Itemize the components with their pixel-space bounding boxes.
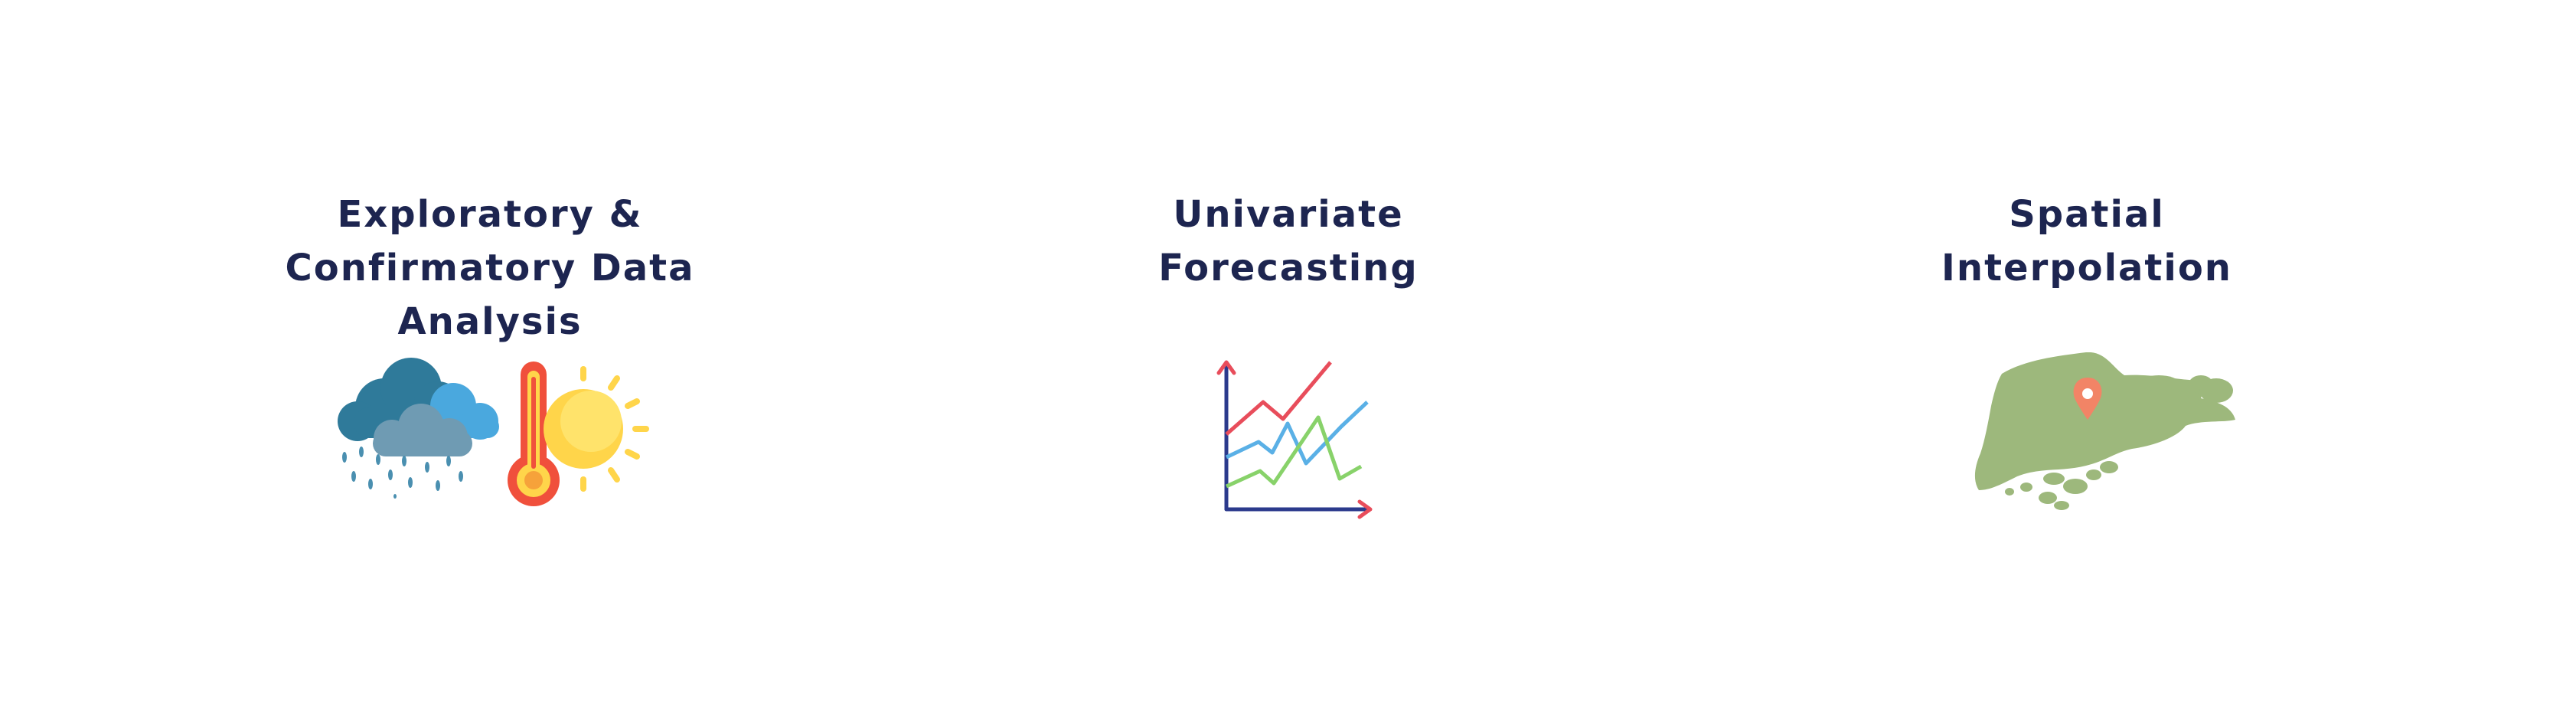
cloud-icon (338, 358, 499, 456)
title-line: Univariate (1173, 193, 1404, 236)
rain-icon (342, 447, 463, 499)
title-line: Interpolation (1941, 247, 2232, 290)
weather-icon (331, 354, 660, 519)
feature-title-forecasting: Univariate Forecasting (1158, 188, 1418, 295)
title-line: Confirmatory Data (285, 247, 695, 290)
feature-title-spatial: Spatial Interpolation (1941, 188, 2232, 295)
blue-series-line (1225, 401, 1369, 466)
line-chart-icon (1216, 356, 1376, 528)
chart-axes (1224, 363, 1371, 512)
x-arrow-icon (1357, 499, 1373, 519)
thermometer-icon (508, 362, 560, 506)
green-series-line (1225, 415, 1363, 489)
feature-eda: Exploratory & Confirmatory Data Analysis (222, 188, 758, 348)
title-line: Spatial (2009, 193, 2165, 236)
map-shape (1974, 352, 2235, 510)
feature-forecasting: Univariate Forecasting (1020, 188, 1556, 295)
title-line: Exploratory & (337, 193, 643, 236)
y-arrow-icon (1216, 360, 1236, 375)
singapore-map-icon (1971, 352, 2247, 521)
feature-spatial: Spatial Interpolation (1819, 188, 2355, 295)
red-series-line (1225, 361, 1332, 436)
title-line: Analysis (397, 300, 583, 343)
feature-title-eda: Exploratory & Confirmatory Data Analysis (286, 188, 695, 348)
location-pin-icon (2073, 378, 2102, 420)
title-line: Forecasting (1158, 247, 1419, 290)
sun-icon (544, 366, 649, 492)
